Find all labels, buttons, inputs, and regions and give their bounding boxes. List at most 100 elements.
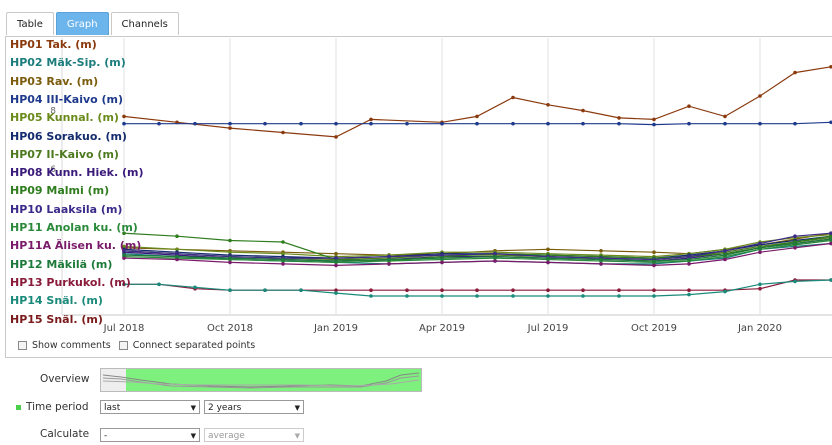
legend-item[interactable]: HP01 Tak. (m)	[10, 38, 97, 51]
series-point	[829, 120, 832, 125]
x-tick-label: Jan 2020	[737, 323, 782, 334]
legend-item[interactable]: HP04 III-Kaivo (m)	[10, 92, 124, 106]
series-point	[334, 256, 338, 260]
series-point	[581, 108, 585, 113]
series-point	[723, 249, 727, 253]
show-comments-checkbox[interactable]	[18, 341, 27, 350]
tab-graph[interactable]: Graph	[55, 12, 109, 35]
series-point	[793, 234, 797, 238]
legend-item[interactable]: HP07 II-Kaivo (m)	[10, 147, 119, 161]
calculate-value: -	[104, 431, 108, 441]
series-point	[493, 254, 497, 259]
series-point	[652, 122, 656, 127]
series-point	[829, 241, 832, 246]
series-point	[334, 135, 338, 139]
series-line	[123, 242, 832, 267]
series-point	[652, 288, 656, 293]
series-point	[687, 254, 691, 259]
tab-channels[interactable]: Channels	[110, 12, 179, 35]
series-point	[157, 121, 161, 126]
series-point	[829, 278, 832, 282]
series-point	[122, 249, 126, 253]
y-tick-label: 8	[50, 107, 56, 117]
series-point	[581, 288, 585, 293]
series-point	[687, 257, 691, 262]
legend-item[interactable]: HP06 Sorakuo. (m)	[10, 129, 127, 143]
overview-navigator[interactable]	[100, 368, 422, 392]
series-point	[405, 294, 409, 298]
legend-item[interactable]: HP05 Kunnal. (m)	[10, 111, 119, 125]
connect-points-checkbox[interactable]	[118, 341, 128, 350]
series-point	[299, 288, 303, 293]
legend-item[interactable]: HP14 Snäl. (m)	[10, 294, 103, 308]
legend-item[interactable]: HP10 Laaksila (m)	[10, 202, 123, 216]
time-period-range-select[interactable]: 2 years ▼	[204, 400, 304, 414]
graph-panel	[5, 36, 832, 358]
series-point	[687, 121, 691, 126]
series-point	[281, 251, 285, 256]
series-point	[599, 249, 603, 253]
series-point	[122, 282, 126, 287]
series-point	[829, 237, 832, 241]
calculate-select[interactable]: - ▼	[100, 428, 200, 442]
series-point	[405, 121, 409, 126]
series-point	[617, 116, 621, 120]
series-point	[440, 121, 444, 126]
legend-item[interactable]: HP02 Mäk-Sip. (m)	[10, 56, 126, 70]
legend-item[interactable]: HP11 Anolan ku. (m)	[10, 221, 138, 234]
series-point	[334, 263, 338, 268]
series-point	[793, 70, 797, 75]
time-period-mode-select[interactable]: last ▼	[100, 400, 200, 414]
series-point	[387, 254, 391, 259]
series-point	[652, 294, 656, 298]
legend-item[interactable]: HP13 Purkukol. (m)	[10, 275, 131, 289]
series-point	[546, 260, 550, 265]
legend-item[interactable]: HP15 Snäl. (m)	[10, 312, 103, 326]
legend-item[interactable]: HP09 Malmi (m)	[10, 184, 110, 198]
series-point	[687, 262, 691, 266]
series-point	[758, 94, 762, 98]
series-point	[687, 292, 691, 297]
legend-item[interactable]: HP03 Rav. (m)	[10, 74, 99, 88]
series-point	[493, 251, 497, 256]
calculate-method-select: average ▼	[204, 428, 304, 442]
legend-item[interactable]: HP08 Kunn. Hiek. (m)	[10, 166, 144, 180]
series-point	[369, 294, 373, 298]
series-point	[511, 121, 515, 126]
connect-points-label: Connect separated points	[132, 340, 256, 351]
series-point	[122, 244, 126, 249]
x-tick-label: Oct 2018	[207, 323, 253, 334]
series-point	[758, 246, 762, 250]
overview-sparkline	[102, 372, 420, 389]
tab-table[interactable]: Table	[6, 12, 54, 35]
time-period-range-value: 2 years	[208, 403, 242, 413]
series-point	[369, 288, 373, 293]
series-point	[723, 253, 727, 257]
series-point	[581, 294, 585, 298]
series-point	[440, 260, 444, 265]
legend-item[interactable]: HP11A Älisen ku. (m)	[10, 239, 142, 253]
series-point	[281, 257, 285, 262]
series-point	[387, 262, 391, 266]
series-point	[334, 121, 338, 126]
series-point	[281, 240, 285, 244]
series-point	[122, 231, 126, 235]
series-point	[193, 121, 197, 126]
x-tick-label: Jan 2019	[313, 323, 358, 334]
series-line	[123, 232, 832, 262]
series-point	[228, 121, 232, 126]
series-point	[829, 231, 832, 235]
x-tick-label: Apr 2019	[419, 323, 465, 334]
series-point	[334, 259, 338, 263]
series-point	[617, 121, 621, 126]
series-point	[687, 288, 691, 293]
series-point	[511, 95, 515, 100]
series-point	[793, 279, 797, 284]
x-tick-label: Jul 2018	[103, 323, 145, 334]
legend-item[interactable]: HP12 Mäkilä (m)	[10, 257, 113, 271]
series-point	[723, 289, 727, 294]
series-point	[758, 250, 762, 254]
graph-options: Show comments Connect separated points	[18, 340, 263, 351]
line-chart[interactable]: Jul 2018 Oct 2018 Jan 2019 Apr 2019 Jul 2019…	[0, 0, 832, 360]
series-point	[723, 121, 727, 126]
